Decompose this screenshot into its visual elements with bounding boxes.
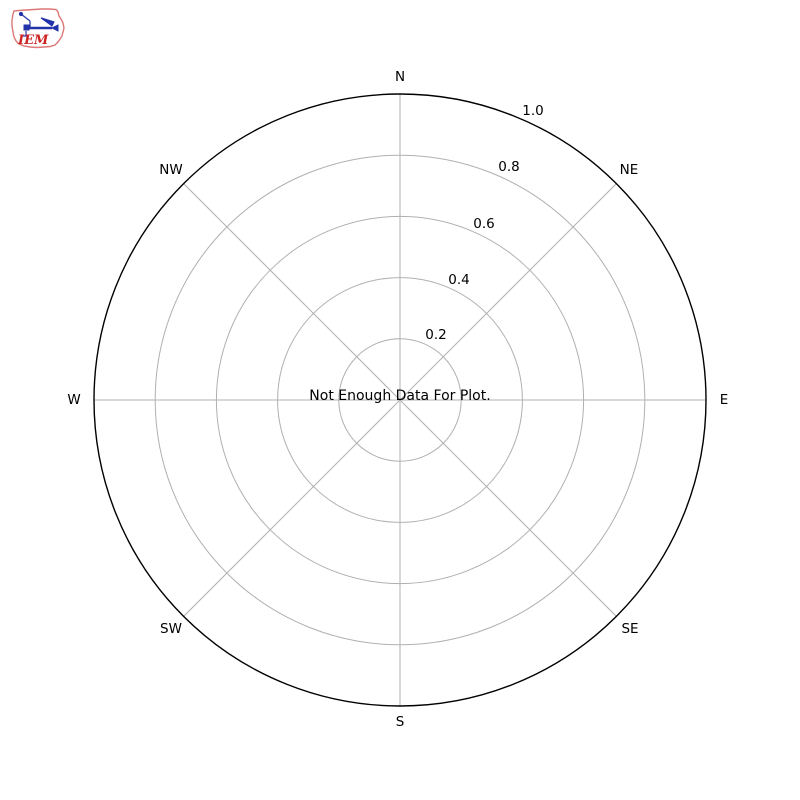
radial-tick-labels: 0.2 0.4 0.6 0.8 1.0 (425, 103, 543, 343)
radial-tick-0-2: 0.2 (425, 327, 446, 343)
polar-outer-ring (93, 93, 707, 707)
iem-logo-svg: IEM (11, 8, 65, 49)
grid-circle-0-2 (338, 338, 462, 462)
direction-label-s: S (396, 714, 405, 730)
polar-spoke-group (94, 94, 706, 706)
direction-label-se: SE (621, 621, 638, 637)
direction-label-e: E (720, 392, 729, 408)
direction-label-sw: SW (160, 621, 182, 637)
grid-circle-0-8 (154, 154, 646, 646)
iowa-outline-shape (11, 8, 65, 49)
radial-tick-0-6: 0.6 (473, 216, 494, 232)
direction-label-n: N (395, 69, 405, 85)
no-data-message: Not Enough Data For Plot. (309, 388, 490, 404)
direction-labels: N NE E SE S SW W NW (67, 69, 728, 730)
direction-label-nw: NW (159, 162, 182, 178)
direction-label-ne: NE (620, 162, 639, 178)
radial-tick-0-4: 0.4 (448, 272, 469, 288)
anemometer-mark (18, 11, 59, 37)
spoke-nw-se (183, 183, 617, 617)
polar-grid-circles (154, 154, 646, 646)
direction-label-w: W (67, 392, 80, 408)
grid-circle-0-6 (215, 215, 585, 585)
grid-circle-0-4 (277, 277, 523, 523)
radial-tick-1-0: 1.0 (522, 103, 543, 119)
iem-logo-text: IEM (17, 33, 49, 48)
iem-logo[interactable]: IEM (8, 4, 70, 52)
radial-tick-0-8: 0.8 (498, 159, 519, 175)
